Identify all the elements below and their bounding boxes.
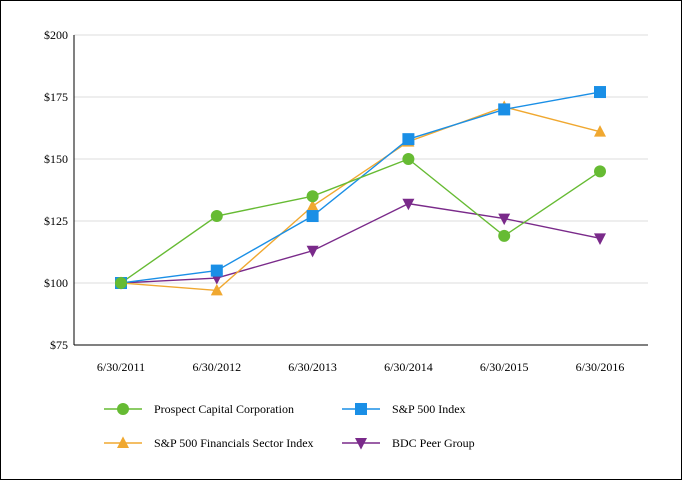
legend-label-2: S&P 500 Financials Sector Index [154, 436, 314, 450]
y-tick-label: $100 [44, 276, 68, 290]
x-tick-label: 6/30/2016 [576, 360, 625, 374]
x-tick-label: 6/30/2015 [480, 360, 529, 374]
x-tick-label: 6/30/2013 [288, 360, 337, 374]
legend-label-0: Prospect Capital Corporation [154, 402, 294, 416]
data-point-1-5 [594, 86, 606, 99]
series-line-0 [120, 158, 601, 284]
series-line-3 [120, 202, 601, 284]
y-tick-label: $150 [44, 152, 68, 166]
x-tick-label: 6/30/2011 [97, 360, 145, 374]
data-point-0-1 [210, 210, 223, 223]
data-point-1-2 [306, 210, 319, 223]
x-tick-label: 6/30/2012 [192, 360, 241, 374]
data-point-0-2 [306, 190, 319, 203]
x-tick-label: 6/30/2014 [384, 360, 433, 374]
data-point-1-3 [402, 133, 415, 146]
series-line-1 [120, 91, 601, 284]
data-point-0-0 [115, 277, 127, 289]
y-tick-label: $200 [44, 28, 68, 42]
data-point-0-4 [498, 229, 511, 242]
data-point-0-5 [594, 165, 606, 178]
y-tick-label: $175 [44, 90, 68, 104]
series-line-2 [120, 106, 601, 292]
legend-marker-1 [355, 403, 367, 415]
data-point-3-2 [306, 245, 319, 258]
data-point-3-4 [498, 213, 511, 226]
y-tick-label: $75 [50, 338, 68, 352]
data-point-0-3 [402, 153, 415, 165]
legend-marker-2 [117, 436, 129, 448]
data-point-2-5 [594, 125, 606, 137]
data-point-3-5 [594, 233, 606, 245]
legend-label-3: BDC Peer Group [392, 436, 475, 450]
legend-marker-3 [355, 438, 367, 450]
y-tick-label: $125 [44, 214, 68, 228]
data-point-1-1 [210, 264, 223, 277]
legend-marker-0 [117, 403, 129, 415]
data-point-3-3 [402, 198, 415, 211]
data-point-1-4 [498, 103, 511, 116]
data-point-2-2 [306, 199, 319, 212]
legend-label-1: S&P 500 Index [392, 402, 466, 416]
data-point-2-1 [210, 283, 223, 296]
